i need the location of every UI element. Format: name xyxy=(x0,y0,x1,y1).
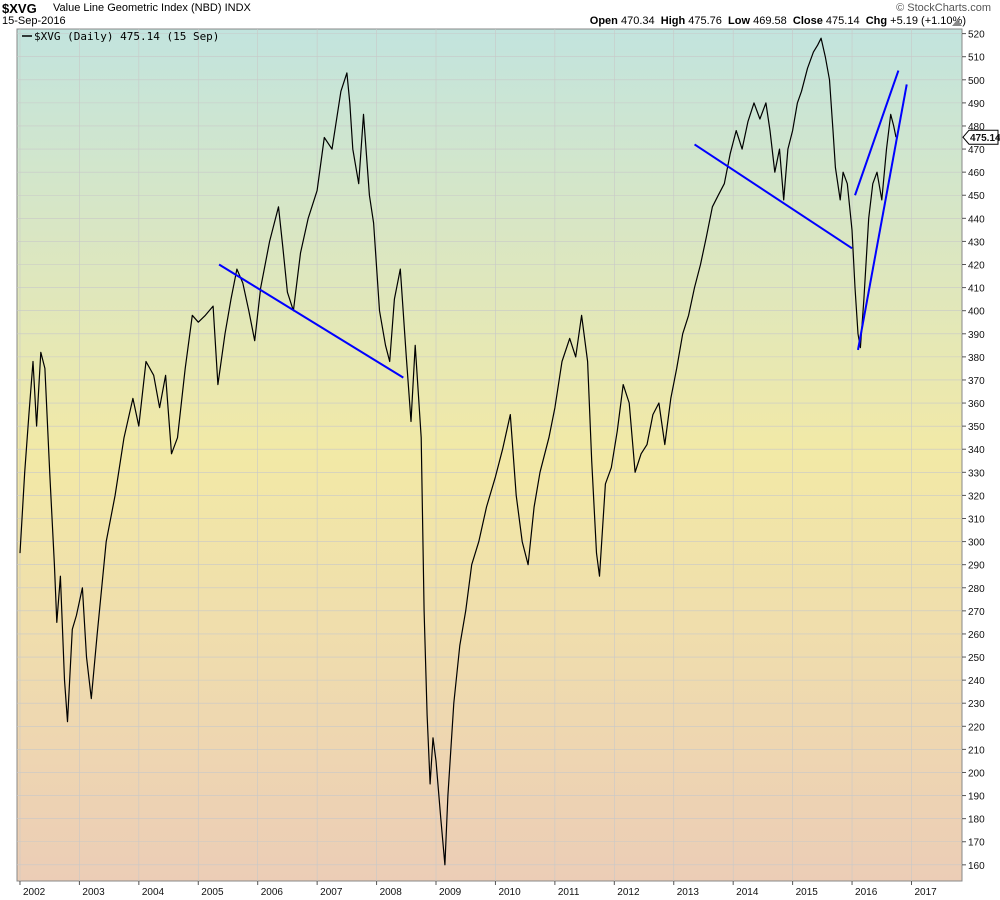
y-tick-label: 220 xyxy=(968,722,985,733)
y-tick-label: 420 xyxy=(968,261,985,272)
legend-label: $XVG (Daily) 475.14 (15 Sep) xyxy=(34,30,219,43)
y-tick-label: 180 xyxy=(968,815,985,826)
y-tick-label: 380 xyxy=(968,353,985,364)
x-tick-label: 2016 xyxy=(855,887,878,898)
trendlines xyxy=(218,70,908,379)
x-tick-label: 2011 xyxy=(558,887,580,898)
y-tick-label: 500 xyxy=(968,76,985,87)
x-tick-label: 2010 xyxy=(498,887,521,898)
quote-values: Open 470.34 High 475.76 Low 469.58 Close… xyxy=(590,15,966,27)
x-tick-label: 2007 xyxy=(320,887,343,898)
y-tick-label: 210 xyxy=(968,745,985,756)
quote-bar: 15-Sep-2016 Open 470.34 High 475.76 Low … xyxy=(0,15,1000,29)
y-tick-label: 310 xyxy=(968,514,985,525)
open-value: 470.34 xyxy=(620,15,655,27)
y-tick-label: 470 xyxy=(968,145,985,156)
y-tick-label: 320 xyxy=(968,491,985,502)
y-tick-label: 490 xyxy=(968,99,985,110)
x-tick-label: 2006 xyxy=(261,887,284,898)
x-tick-label: 2017 xyxy=(914,887,937,898)
x-axis: 2002 2003 2004 2005 2006 2007 2008 2009 2010 2011… xyxy=(19,881,937,898)
y-axis: 520 510 500 490 480 470 460 450 440 430 420 410 400 3… xyxy=(962,30,985,872)
chart-header: $XVG Value Line Geometric Index (NBD) IN… xyxy=(0,1,1000,16)
y-tick-label: 170 xyxy=(968,838,985,849)
x-tick-label: 2015 xyxy=(796,887,819,898)
y-tick-label: 430 xyxy=(968,237,985,248)
close-value: 475.14 xyxy=(825,15,860,27)
y-tick-label: 230 xyxy=(968,699,985,710)
y-tick-label: 400 xyxy=(968,307,985,318)
y-tick-label: 280 xyxy=(968,584,985,595)
plot-area xyxy=(16,28,963,882)
chg-label: Chg xyxy=(865,15,888,27)
y-tick-label: 350 xyxy=(968,422,985,433)
y-tick-label: 370 xyxy=(968,376,985,387)
y-tick-label: 510 xyxy=(968,53,985,64)
y-tick-label: 410 xyxy=(968,284,985,295)
open-label: Open xyxy=(589,15,618,27)
y-tick-label: 290 xyxy=(968,561,985,572)
quote-date: 15-Sep-2016 xyxy=(2,15,66,27)
y-tick-label: 300 xyxy=(968,538,985,549)
x-tick-label: 2008 xyxy=(380,887,403,898)
index-name: Value Line Geometric Index (NBD) INDX xyxy=(53,2,251,14)
y-tick-label: 330 xyxy=(968,468,985,479)
x-tick-label: 2012 xyxy=(617,887,640,898)
price-series-line xyxy=(19,37,897,866)
close-label: Close xyxy=(792,15,823,27)
legend: $XVG (Daily) 475.14 (15 Sep) xyxy=(22,30,219,43)
x-tick-label: 2003 xyxy=(82,887,105,898)
y-tick-label: 270 xyxy=(968,607,985,618)
y-tick-label: 340 xyxy=(968,445,985,456)
y-tick-label: 450 xyxy=(968,191,985,202)
trendline xyxy=(854,70,900,196)
x-tick-label: 2005 xyxy=(201,887,224,898)
trendline xyxy=(218,263,404,379)
y-tick-label: 460 xyxy=(968,168,985,179)
y-tick-label: 480 xyxy=(968,122,985,133)
x-tick-label: 2009 xyxy=(439,887,462,898)
trendline xyxy=(857,84,908,351)
y-tick-label: 240 xyxy=(968,676,985,687)
y-tick-label: 200 xyxy=(968,768,985,779)
x-tick-label: 2014 xyxy=(736,887,759,898)
exchange-label: INDX xyxy=(224,2,251,14)
x-tick-label: 2002 xyxy=(23,887,46,898)
high-value: 475.76 xyxy=(688,15,722,27)
last-value-marker: 475.14 xyxy=(962,129,1000,145)
y-tick-label: 160 xyxy=(968,861,985,872)
low-label: Low xyxy=(728,15,751,27)
chg-value: +5.19 (+1.10%) xyxy=(890,15,966,27)
y-tick-label: 440 xyxy=(968,214,985,225)
y-tick-label: 260 xyxy=(968,630,985,641)
y-tick-label: 390 xyxy=(968,330,985,341)
last-value-tag xyxy=(962,129,999,145)
collapse-triangle-icon[interactable] xyxy=(950,18,964,28)
symbol: $XVG xyxy=(2,1,37,16)
trendline xyxy=(693,143,853,250)
last-value-label: 475.14 xyxy=(970,133,1000,144)
y-tick-label: 190 xyxy=(968,792,985,803)
low-value: 469.58 xyxy=(753,15,787,27)
x-tick-label: 2004 xyxy=(142,887,165,898)
y-tick-label: 360 xyxy=(968,399,985,410)
y-tick-label: 520 xyxy=(968,30,985,41)
high-label: High xyxy=(660,15,686,27)
y-tick-label: 250 xyxy=(968,653,985,664)
index-title: Value Line Geometric Index (NBD) xyxy=(53,2,222,14)
x-tick-label: 2013 xyxy=(677,887,700,898)
brand-label: © StockCharts.com xyxy=(896,2,991,14)
